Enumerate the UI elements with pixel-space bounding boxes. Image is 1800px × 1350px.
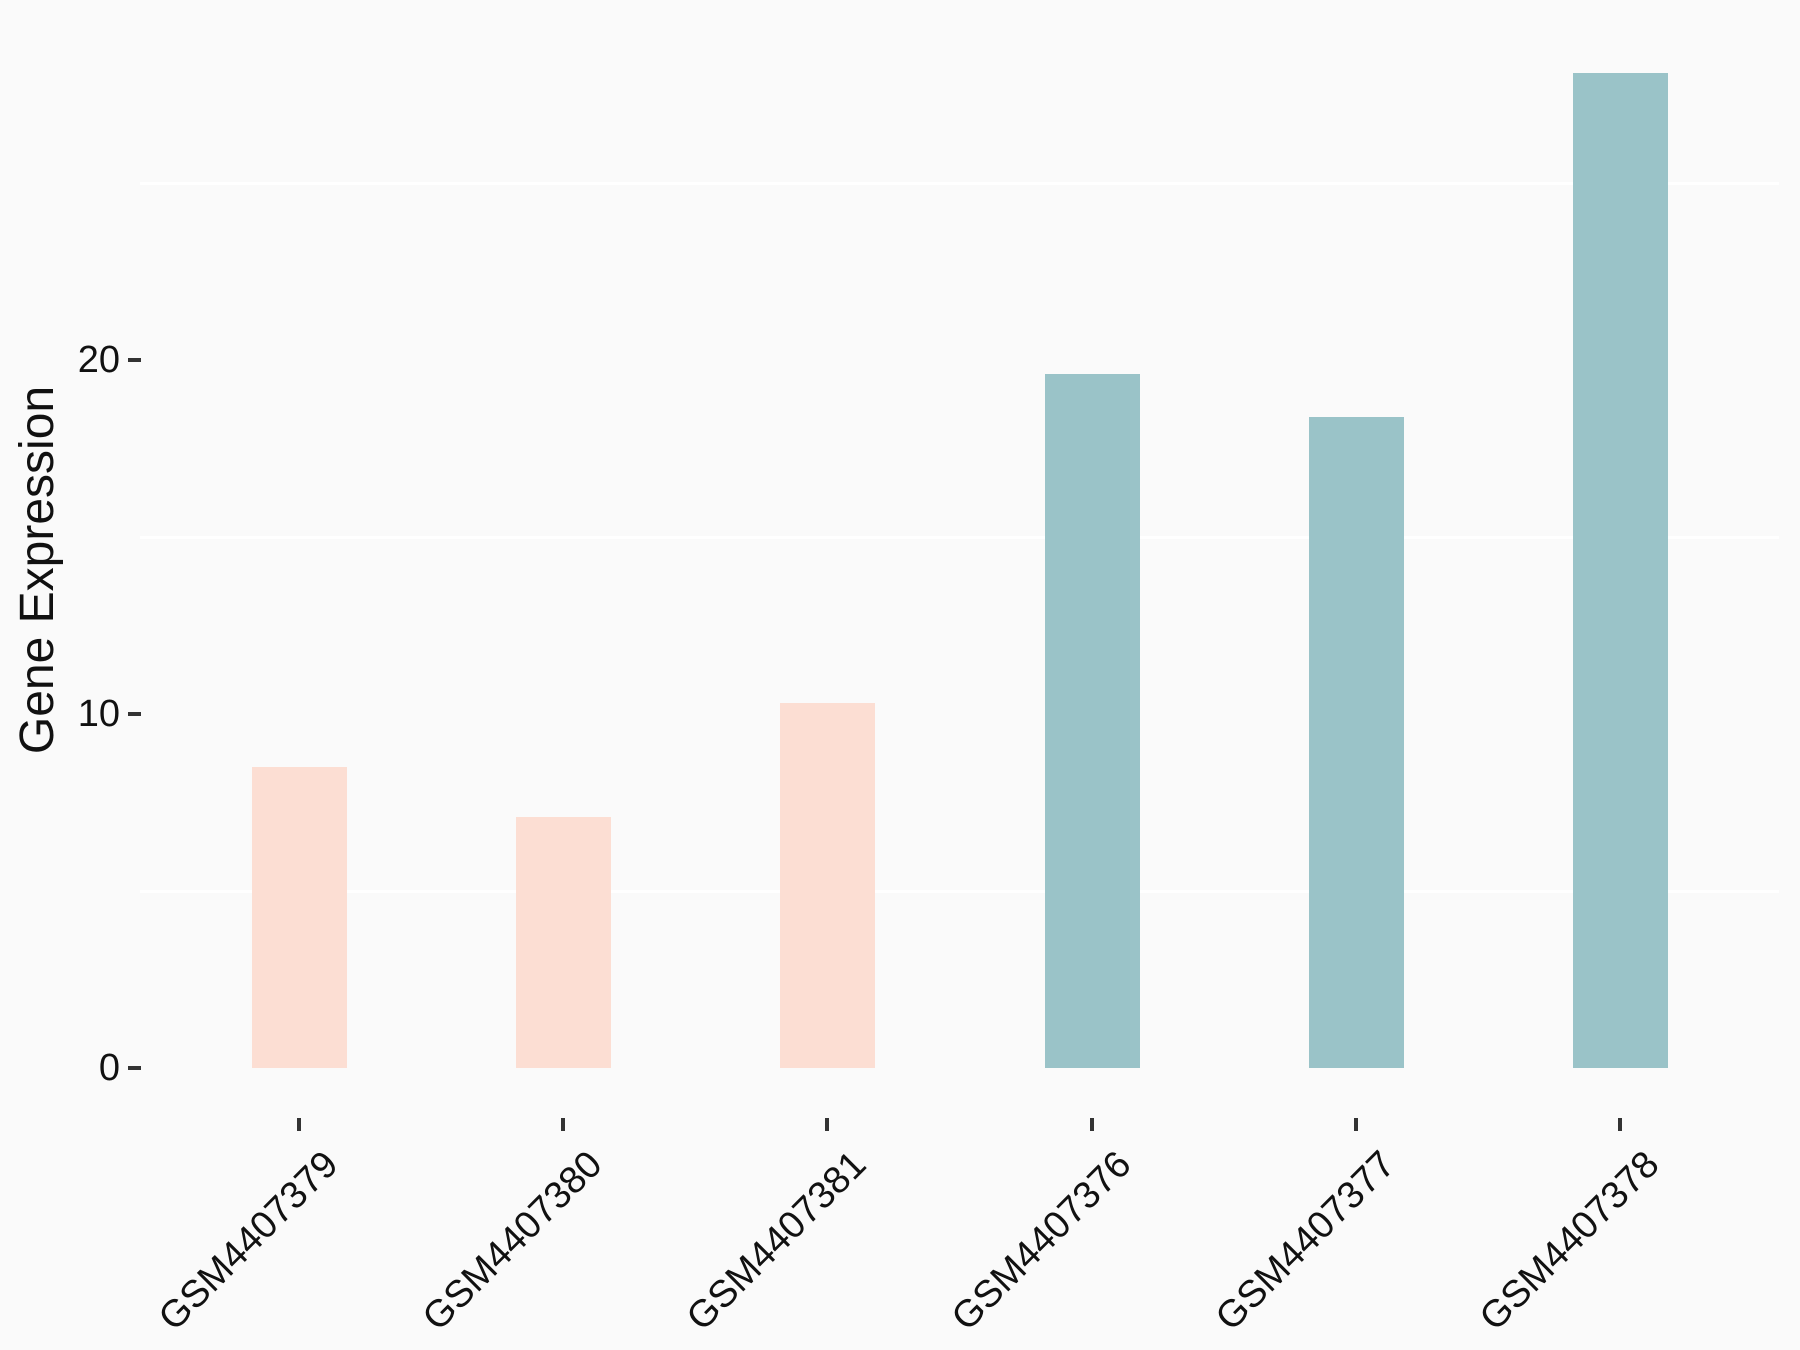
- bar-GSM4407379: [251, 767, 347, 1068]
- x-axis-tick: [297, 1118, 301, 1131]
- y-axis-tick: [128, 1066, 141, 1070]
- bar-GSM4407378: [1572, 73, 1668, 1068]
- y-axis-tick-label: 10: [77, 693, 120, 735]
- x-axis-tick: [1618, 1118, 1622, 1131]
- x-axis-tick: [561, 1118, 565, 1131]
- x-axis-tick-label: GSM4407377: [1207, 1143, 1403, 1339]
- y-axis-tick-label: 0: [98, 1047, 120, 1089]
- x-axis-tick: [1090, 1118, 1094, 1131]
- minor-gridline: [140, 890, 1779, 893]
- x-axis-tick-label: GSM4407376: [943, 1143, 1139, 1339]
- x-axis-tick-label: GSM4407380: [414, 1143, 610, 1339]
- x-axis-tick: [825, 1118, 829, 1131]
- y-axis-title: Gene Expression: [11, 385, 64, 755]
- y-axis-tick-label: 20: [77, 339, 120, 381]
- x-axis-tick: [1354, 1118, 1358, 1131]
- bar-GSM4407381: [779, 703, 875, 1068]
- y-axis-tick: [128, 358, 141, 362]
- bar-GSM4407380: [515, 817, 611, 1068]
- bar-GSM4407377: [1308, 417, 1404, 1068]
- minor-gridline: [140, 182, 1779, 185]
- bar-GSM4407376: [1044, 374, 1140, 1068]
- y-axis-tick: [128, 712, 141, 716]
- x-axis-tick-label: GSM4407379: [150, 1143, 346, 1339]
- x-axis-tick-label: GSM4407378: [1471, 1143, 1667, 1339]
- minor-gridline: [140, 536, 1779, 539]
- x-axis-tick-label: GSM4407381: [678, 1143, 874, 1339]
